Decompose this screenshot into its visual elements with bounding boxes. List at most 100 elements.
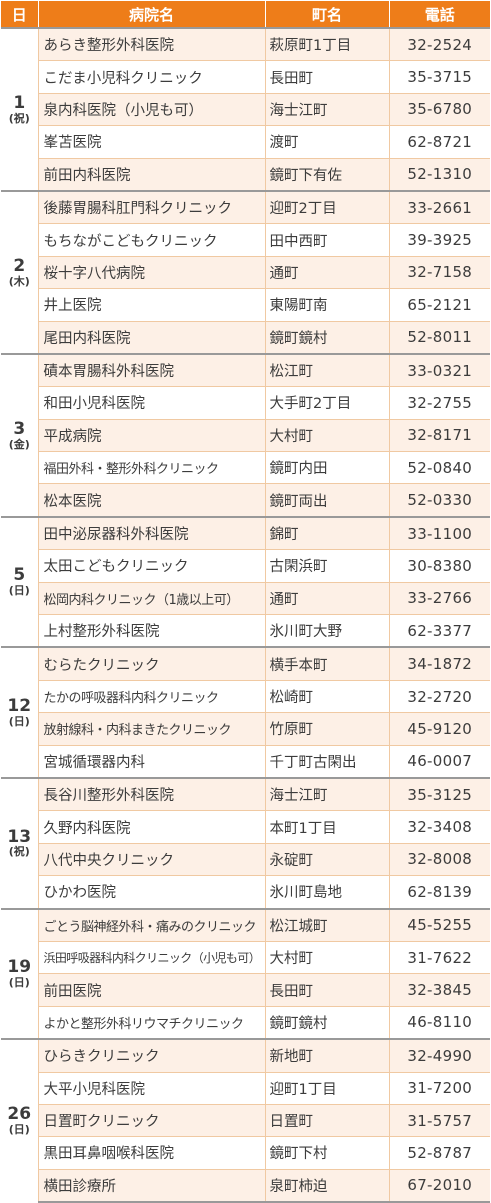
phone-number: 32-8008	[388, 842, 490, 876]
clinic-name: 前田内科医院	[37, 157, 265, 191]
day-of-week: (日)	[8, 975, 30, 989]
day-of-week: (日)	[8, 714, 30, 728]
town-name: 大村町	[264, 418, 389, 452]
town-name: 渡町	[264, 125, 389, 159]
phone-number: 52-0330	[388, 483, 490, 517]
town-name: 古閑浜町	[264, 549, 389, 583]
phone-number: 31-7622	[388, 940, 490, 974]
town-name: 萩原町1丁目	[264, 27, 389, 61]
town-name: 松崎町	[264, 679, 389, 713]
town-name: 新地町	[264, 1038, 389, 1072]
clinic-name: あらき整形外科医院	[37, 27, 265, 61]
clinic-name: 桜十字八代病院	[37, 255, 265, 289]
phone-number: 31-7200	[388, 1071, 490, 1105]
phone-number: 45-5255	[388, 907, 490, 942]
town-name: 鏡町鏡村	[264, 1005, 389, 1040]
day-of-week: (日)	[8, 1123, 30, 1137]
town-name: 鏡町鏡村	[264, 320, 389, 354]
phone-number: 52-8787	[388, 1136, 490, 1170]
clinic-name: もちながこどもクリニック	[37, 223, 265, 257]
clinic-name: 放射線科・内科まきたクリニック	[37, 712, 265, 746]
town-name: 大手町2丁目	[264, 386, 389, 420]
header-name: 病院名	[37, 1, 265, 28]
phone-number: 35-6780	[388, 92, 490, 126]
town-name: 松江城町	[264, 907, 389, 942]
phone-number: 62-3377	[388, 614, 490, 648]
phone-number: 65-2121	[388, 288, 490, 322]
phone-number: 33-0321	[388, 352, 490, 387]
town-name: 竹原町	[264, 712, 389, 746]
day-of-week: (祝)	[8, 845, 30, 859]
clinic-name: 宮城循環器内科	[37, 744, 265, 778]
table-row: 2 (木) 後藤胃腸科肛門科クリニック 迎町2丁目 33-2661	[1, 189, 490, 354]
clinic-name: 泉内科医院（小児も可）	[37, 92, 265, 126]
table-row: 日置町クリニック 日置町 31-5757	[1, 1103, 490, 1137]
clinic-name: 平成病院	[37, 418, 265, 452]
table-row: 尾田内科医院 鏡町鏡村 52-8011	[1, 320, 490, 354]
table-row: 黒田耳鼻咽喉科医院 鏡町下村 52-8787	[1, 1136, 490, 1170]
phone-number: 31-5757	[388, 1103, 490, 1137]
phone-number: 46-8110	[388, 1005, 490, 1040]
table-row: 平成病院 大村町 32-8171	[1, 418, 490, 452]
table-row: 和田小児科医院 大手町2丁目 32-2755	[1, 386, 490, 420]
clinic-name: ひらきクリニック	[37, 1038, 265, 1072]
phone-number: 62-8721	[388, 125, 490, 159]
phone-number: 32-3408	[388, 810, 490, 844]
header-tel: 電話	[388, 1, 490, 28]
phone-number: 32-8171	[388, 418, 490, 452]
clinic-name: 横田診療所	[37, 1168, 265, 1203]
day-cell: 3 (金)	[1, 352, 38, 517]
town-name: 鏡町両出	[264, 483, 389, 517]
phone-number: 32-4990	[388, 1038, 490, 1072]
town-name: 長田町	[264, 60, 389, 94]
day-of-week: (木)	[8, 274, 30, 288]
table-row: 12 (日) むらたクリニック 横手本町 34-1872	[1, 646, 490, 778]
town-name: 迎町2丁目	[264, 189, 389, 224]
town-name: 鏡町下村	[264, 1136, 389, 1170]
table-row: 太田こどもクリニック 古閑浜町 30-8380	[1, 549, 490, 583]
phone-number: 52-8011	[388, 320, 490, 354]
table-row: 峯苫医院 渡町 62-8721	[1, 125, 490, 159]
day-cell: 12 (日)	[1, 646, 38, 778]
town-name: 長田町	[264, 973, 389, 1007]
town-name: 日置町	[264, 1103, 389, 1137]
day-number: 2	[13, 255, 26, 276]
phone-number: 33-2766	[388, 581, 490, 615]
day-number: 13	[7, 826, 32, 847]
clinic-name: 大平小児科医院	[37, 1071, 265, 1105]
clinic-name: むらたクリニック	[37, 646, 265, 681]
table-row: 松本医院 鏡町両出 52-0330	[1, 483, 490, 517]
town-name: 松江町	[264, 352, 389, 387]
town-name: 通町	[264, 255, 389, 289]
phone-number: 35-3125	[388, 776, 490, 811]
phone-number: 46-0007	[388, 744, 490, 778]
clinic-name: 前田医院	[37, 973, 265, 1007]
clinic-name: 長谷川整形外科医院	[37, 776, 265, 811]
clinic-name: 後藤胃腸科肛門科クリニック	[37, 189, 265, 224]
table-row: 浜田呼吸器科内科クリニック（小児も可） 大村町 31-7622	[1, 940, 490, 974]
header-row: 日 病院名 町名 電話	[1, 1, 490, 28]
table-row: 5 (日) 田中泌尿器科外科医院 錦町 33-1100	[1, 515, 490, 648]
table-row: 13 (祝) 長谷川整形外科医院 海士江町 35-3125	[1, 776, 490, 909]
town-name: 迎町1丁目	[264, 1071, 389, 1105]
clinic-name: 峯苫医院	[37, 125, 265, 159]
phone-number: 33-2661	[388, 189, 490, 224]
day-number: 3	[13, 418, 26, 439]
clinic-name: 松本医院	[37, 483, 265, 517]
phone-number: 39-3925	[388, 223, 490, 257]
table-row: 26 (日) ひらきクリニック 新地町 32-4990	[1, 1038, 490, 1203]
day-cell: 1 (祝)	[1, 27, 38, 191]
clinic-name: ひかわ医院	[37, 875, 265, 909]
day-cell: 5 (日)	[1, 515, 38, 648]
clinic-name: 浜田呼吸器科内科クリニック（小児も可）	[37, 940, 265, 974]
clinic-name: 太田こどもクリニック	[37, 549, 265, 583]
clinic-name: 上村整形外科医院	[37, 614, 265, 648]
day-cell: 26 (日)	[1, 1038, 38, 1203]
table-row: 井上医院 東陽町南 65-2121	[1, 288, 490, 322]
phone-number: 32-3845	[388, 973, 490, 1007]
phone-number: 35-3715	[388, 60, 490, 94]
clinic-name: たかの呼吸器科内科クリニック	[37, 679, 265, 713]
phone-number: 67-2010	[388, 1168, 490, 1203]
clinic-name: ごとう脳神経外科・痛みのクリニック	[37, 907, 265, 942]
day-cell: 2 (木)	[1, 189, 38, 354]
